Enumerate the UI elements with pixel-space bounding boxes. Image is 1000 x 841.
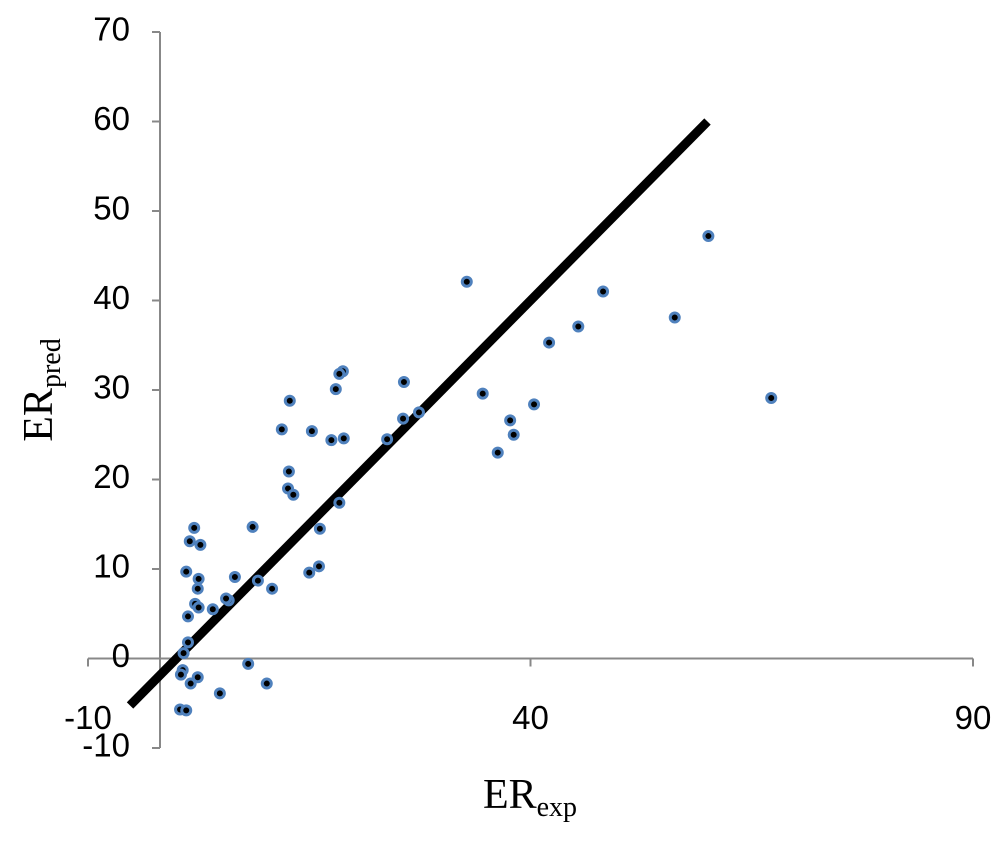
point — [192, 601, 205, 614]
point — [597, 285, 610, 298]
point — [312, 560, 325, 573]
point — [476, 387, 489, 400]
point — [283, 394, 296, 407]
point — [180, 565, 193, 578]
point — [275, 423, 288, 436]
point — [266, 582, 279, 595]
point — [397, 412, 410, 425]
point — [333, 496, 346, 509]
point — [303, 566, 316, 579]
point — [668, 311, 681, 324]
point — [702, 230, 715, 243]
point — [206, 603, 219, 616]
point — [174, 668, 187, 681]
point — [242, 657, 255, 670]
point — [412, 406, 425, 419]
x-tick-label: -10 — [64, 699, 112, 736]
point — [337, 432, 350, 445]
y-tick-label: 50 — [93, 190, 130, 227]
point — [282, 465, 295, 478]
y-tick-label: 40 — [93, 279, 130, 316]
point — [251, 574, 264, 587]
point — [228, 571, 241, 584]
y-tick-label: -10 — [82, 727, 130, 764]
point — [528, 398, 541, 411]
x-tick-label: 90 — [955, 699, 992, 736]
point — [287, 488, 300, 501]
point — [180, 704, 193, 717]
point — [543, 336, 556, 349]
y-tick-label: 30 — [93, 369, 130, 406]
x-tick-label: 40 — [512, 699, 549, 736]
y-tick-label: 70 — [93, 11, 130, 48]
point — [191, 582, 204, 595]
point — [177, 647, 190, 660]
y-label-sub: pred — [36, 338, 67, 388]
point — [184, 677, 197, 690]
y-tick-label: 60 — [93, 100, 130, 137]
x-label-sub: exp — [537, 792, 577, 823]
point — [507, 428, 520, 441]
point — [572, 320, 585, 333]
y-tick-label: 20 — [93, 458, 130, 495]
point — [213, 687, 226, 700]
point — [765, 392, 778, 405]
y-tick-label: 0 — [112, 637, 130, 674]
point — [305, 425, 318, 438]
y-label-main: ER — [16, 388, 62, 442]
point — [397, 375, 410, 388]
point — [491, 446, 504, 459]
point — [329, 383, 342, 396]
x-label-main: ER — [483, 772, 537, 818]
point — [191, 671, 204, 684]
point — [183, 535, 196, 548]
point — [260, 677, 273, 690]
x-axis-label: ERexp — [483, 772, 577, 823]
point — [381, 433, 394, 446]
point — [246, 520, 259, 533]
point — [182, 610, 195, 623]
y-axis-label: ERpred — [16, 338, 67, 441]
point — [333, 367, 346, 380]
point — [460, 275, 473, 288]
point — [325, 434, 338, 447]
point — [313, 522, 326, 535]
point — [188, 521, 201, 534]
point — [182, 636, 195, 649]
point — [194, 538, 207, 551]
point — [504, 414, 517, 427]
point — [220, 592, 233, 605]
point — [192, 572, 205, 585]
y-tick-label: 10 — [93, 548, 130, 585]
